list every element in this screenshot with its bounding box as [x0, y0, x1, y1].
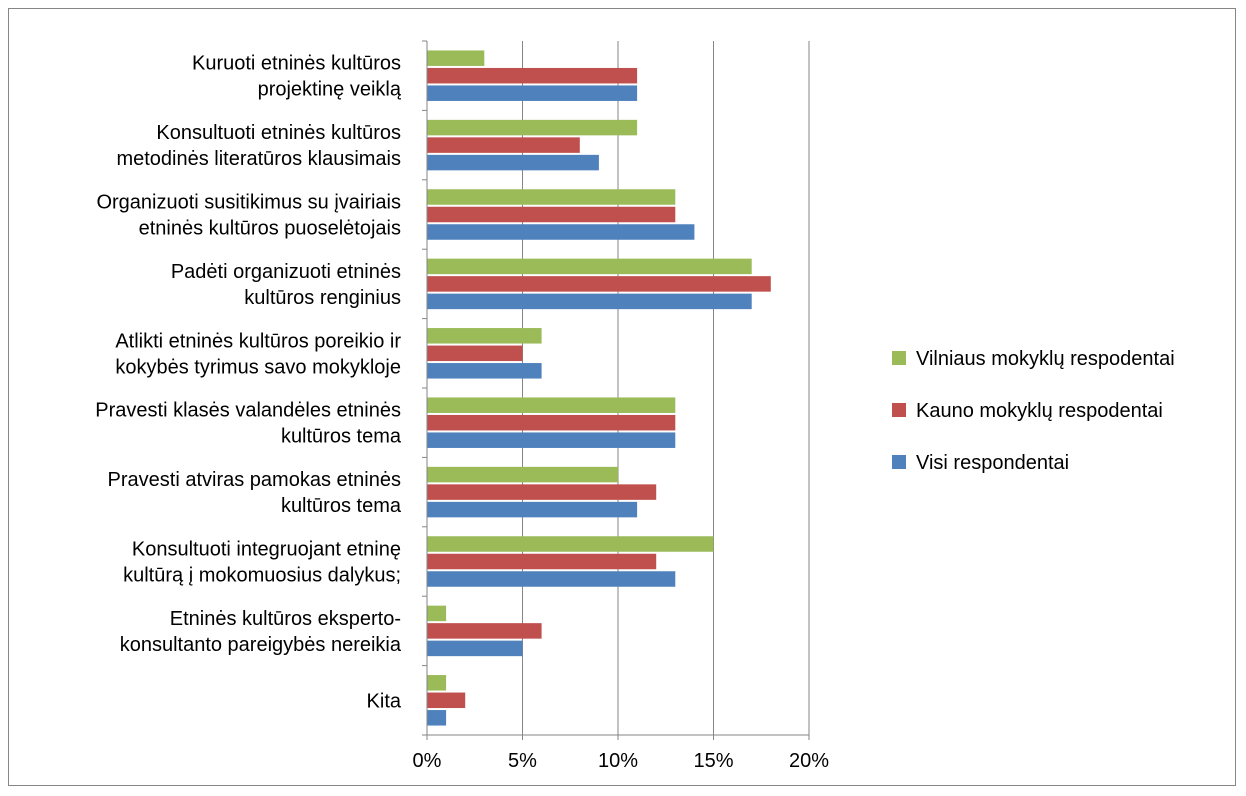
x-tick-label: 5%: [508, 750, 537, 772]
x-tick-label: 15%: [693, 750, 733, 772]
bar: [427, 85, 638, 101]
legend: Vilniaus mokyklų respodentai Kauno mokykl…: [892, 348, 1175, 474]
axes: [422, 40, 810, 740]
gridlines: [522, 41, 810, 735]
bar: [427, 363, 542, 379]
x-tick-labels: 0% 5% 10% 15% 20%: [413, 750, 830, 772]
bar: [427, 466, 618, 483]
bar: [427, 536, 714, 552]
category-label: Konsultuoti integruojant etninę kultūrą į…: [123, 539, 401, 587]
legend-label: Kauno mokyklų respodentai: [916, 400, 1163, 422]
bar: [427, 258, 752, 275]
bar: [427, 328, 542, 344]
bar: [427, 154, 599, 171]
legend-label: Visi respondentai: [916, 452, 1069, 474]
bar: [427, 206, 676, 223]
legend-swatch: [892, 403, 906, 417]
bar: [427, 675, 447, 691]
category-label: Atlikti etninės kultūros poreikio ir koky…: [115, 330, 401, 378]
category-label: Konsultuoti etninės kultūros metodinės li…: [116, 122, 401, 170]
bar: [427, 293, 752, 310]
bar: [427, 623, 542, 639]
bar: [427, 137, 580, 153]
legend-swatch: [892, 455, 906, 469]
category-labels: Kuruoti etninės kultūros projektinę veikl…: [95, 53, 402, 713]
bar: [427, 640, 523, 657]
legend-label: Vilniaus mokyklų respodentai: [916, 348, 1175, 370]
bar: [427, 397, 676, 413]
category-label: Pravesti atviras pamokas etninės kultūros…: [108, 469, 402, 517]
bar: [427, 605, 447, 622]
bar: [427, 189, 676, 205]
bar: [427, 571, 676, 587]
bar: [427, 484, 657, 500]
legend-swatch: [892, 351, 906, 365]
bar: [427, 345, 523, 362]
bar: [427, 501, 638, 518]
chart-frame: Kuruoti etninės kultūros projektinę veikl…: [8, 8, 1236, 786]
x-tick-label: 10%: [598, 750, 638, 772]
x-tick-label: 0%: [413, 750, 442, 772]
bar: [427, 119, 638, 136]
category-label: Organizuoti susitikimus su įvairiais etni…: [96, 192, 401, 240]
bar-chart: Kuruoti etninės kultūros projektinę veikl…: [95, 40, 1175, 772]
bar: [427, 692, 466, 709]
category-label: Etninės kultūros eksperto-konsultanto pa…: [120, 608, 402, 656]
bar: [427, 432, 676, 448]
bar: [427, 50, 485, 66]
category-label: Padėti organizuoti etninės kultūros rengi…: [171, 261, 401, 309]
category-label: Kita: [367, 690, 402, 712]
bars: [427, 50, 771, 726]
category-label: Pravesti klasės valandėles etninės kultūr…: [95, 400, 402, 448]
bar: [427, 67, 638, 84]
x-tick-label: 20%: [789, 750, 829, 772]
bar: [427, 276, 771, 292]
bar: [427, 224, 695, 240]
bar: [427, 414, 676, 431]
bar: [427, 553, 657, 570]
bar: [427, 710, 447, 726]
category-label: Kuruoti etninės kultūros projektinę veikl…: [192, 53, 402, 101]
